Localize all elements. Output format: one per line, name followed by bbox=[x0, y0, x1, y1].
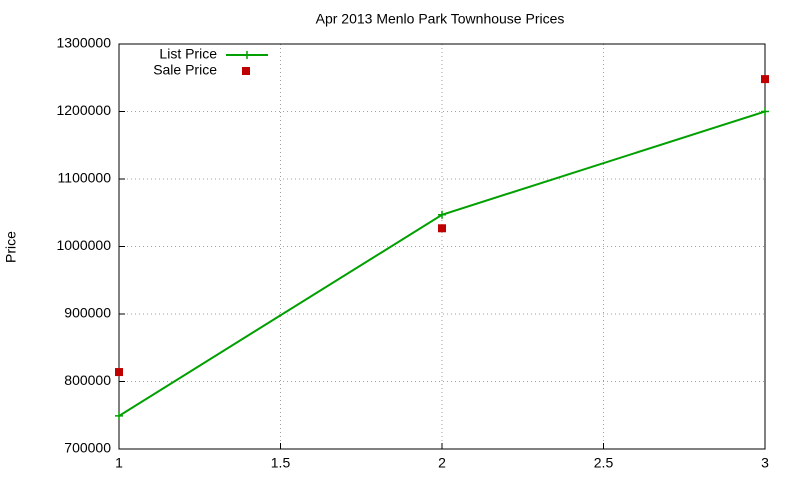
data-point bbox=[761, 75, 769, 84]
y-tick-label: 1200000 bbox=[56, 102, 111, 118]
y-tick-label: 1000000 bbox=[56, 237, 111, 253]
plot-frame bbox=[118, 43, 766, 450]
y-tick-label: 800000 bbox=[64, 372, 111, 388]
x-tick-label: 1.5 bbox=[271, 455, 291, 471]
y-tick-label: 1300000 bbox=[56, 35, 111, 51]
x-tick-label: 2 bbox=[438, 455, 446, 471]
x-tick-label: 2.5 bbox=[594, 455, 614, 471]
legend-label: List Price bbox=[159, 46, 217, 62]
y-tick-label: 1100000 bbox=[58, 170, 112, 186]
data-point bbox=[115, 411, 123, 420]
data-point bbox=[438, 210, 446, 219]
y-tick-label: 900000 bbox=[64, 305, 111, 321]
y-tick-label: 700000 bbox=[64, 440, 111, 456]
data-point bbox=[115, 368, 123, 377]
x-tick-label: 1 bbox=[115, 455, 123, 471]
data-point bbox=[761, 107, 769, 116]
legend-swatch bbox=[242, 67, 250, 75]
legend-swatch bbox=[243, 51, 251, 59]
x-tick-label: 3 bbox=[761, 455, 769, 471]
y-axis-label: Price bbox=[3, 231, 19, 263]
legend-label: Sale Price bbox=[153, 62, 217, 78]
chart-title: Apr 2013 Menlo Park Townhouse Prices bbox=[316, 11, 565, 27]
data-point bbox=[438, 224, 446, 233]
